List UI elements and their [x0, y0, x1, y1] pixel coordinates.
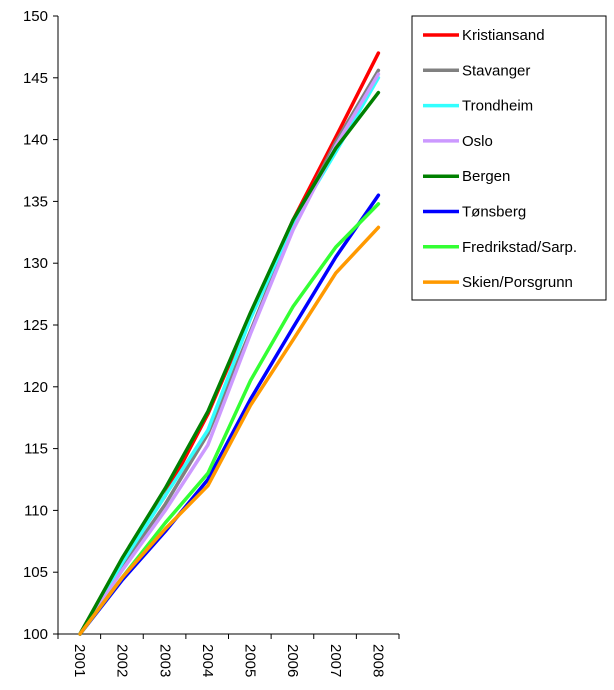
y-tick-label: 145: [23, 70, 48, 87]
x-axis-ticks: 2001 2002 2003 2004 2005 2006 2007 2008: [57, 634, 400, 677]
series-line-0: [78, 51, 381, 636]
series-line-4: [78, 90, 381, 636]
y-tick-label: 130: [23, 255, 48, 272]
legend: Kristiansand Stavanger Trondheim Oslo Bergen…: [411, 15, 607, 301]
y-tick-label: 125: [23, 317, 48, 334]
legend-label: Tønsberg: [462, 204, 526, 221]
y-tick-label: 105: [23, 564, 48, 581]
legend-label: Stavanger: [462, 62, 530, 79]
x-tick-label: 2002: [114, 644, 131, 677]
legend-label: Oslo: [462, 133, 493, 150]
y-tick-label: 135: [23, 193, 48, 210]
series-line-2: [78, 76, 381, 636]
series-line-7: [78, 225, 381, 636]
legend-label: Trondheim: [462, 98, 533, 115]
legend-label: Bergen: [462, 168, 510, 185]
legend-label: Skien/Porsgrunn: [462, 274, 573, 291]
y-tick-label: 140: [23, 132, 48, 149]
x-tick-label: 2007: [327, 644, 344, 677]
legend-box: [411, 15, 607, 301]
y-axis-ticks: 100 105 110 115 120 125 130 135 140 145 150: [23, 8, 58, 643]
y-tick-label: 120: [23, 379, 48, 396]
x-tick-label: 2006: [284, 644, 301, 677]
x-tick-label: 2003: [156, 644, 173, 677]
x-tick-label: 2001: [71, 644, 88, 677]
y-tick-label: 115: [24, 441, 48, 458]
legend-label: Fredrikstad/Sarp.: [462, 239, 577, 256]
y-tick-label: 150: [23, 8, 48, 25]
y-tick-label: 110: [24, 502, 48, 519]
x-tick-label: 2005: [242, 644, 259, 677]
series-lines: [78, 51, 381, 636]
x-tick-label: 2004: [199, 644, 216, 677]
axes: [57, 16, 399, 635]
y-tick-label: 100: [23, 626, 48, 643]
legend-label: Kristiansand: [462, 27, 545, 44]
x-tick-label: 2008: [369, 644, 386, 677]
